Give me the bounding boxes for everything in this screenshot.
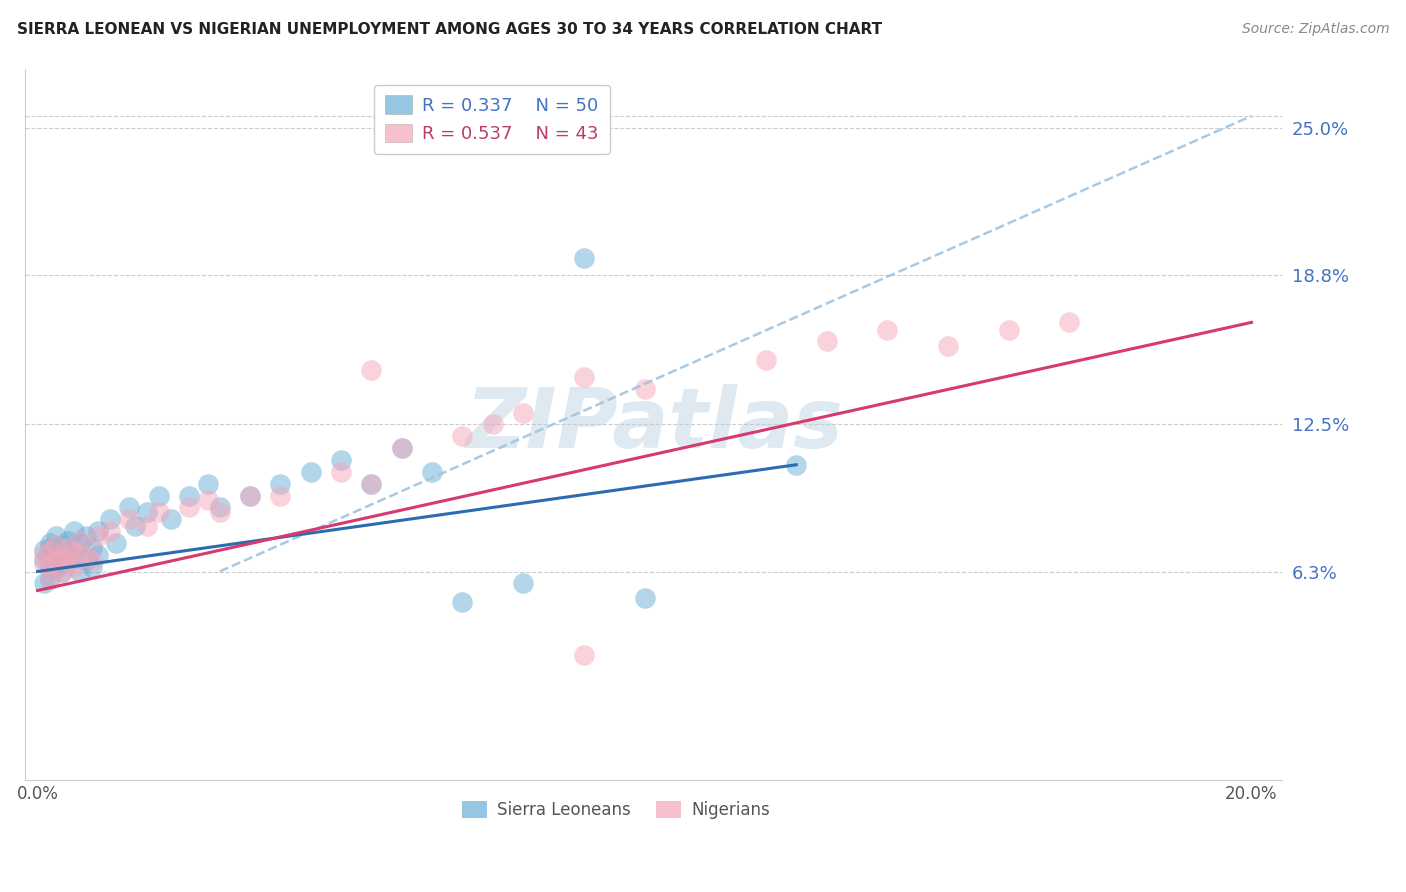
Point [32, 558, 55, 572]
Point [360, 476, 382, 491]
Point [45, 548, 67, 562]
Point [32, 552, 55, 566]
Point [117, 500, 139, 515]
Point [269, 476, 291, 491]
Point [69, 536, 91, 550]
Point [160, 512, 183, 526]
Point [82, 541, 104, 555]
Point [56, 541, 79, 555]
Point [117, 512, 139, 526]
Point [512, 405, 534, 419]
Point [360, 476, 382, 491]
Point [197, 476, 219, 491]
Point [391, 441, 413, 455]
Point [633, 591, 655, 605]
Point [572, 370, 595, 384]
Point [815, 334, 838, 349]
Point [936, 339, 959, 353]
Point [51, 565, 73, 579]
Point [82, 552, 104, 566]
Point [391, 441, 413, 455]
Point [63, 545, 86, 559]
Point [51, 538, 73, 552]
Point [69, 565, 91, 579]
Point [105, 536, 128, 550]
Point [63, 559, 86, 574]
Point [330, 453, 353, 467]
Point [330, 465, 353, 479]
Point [56, 543, 79, 558]
Text: Source: ZipAtlas.com: Source: ZipAtlas.com [1241, 22, 1389, 37]
Point [38, 536, 60, 550]
Point [87, 548, 110, 562]
Point [360, 363, 382, 377]
Point [100, 512, 122, 526]
Point [633, 382, 655, 396]
Point [38, 559, 60, 574]
Point [45, 558, 67, 572]
Point [572, 648, 595, 662]
Point [135, 505, 157, 519]
Point [38, 550, 60, 565]
Point [451, 595, 474, 609]
Point [785, 458, 807, 472]
Point [299, 465, 322, 479]
Point [451, 429, 474, 443]
Point [997, 322, 1019, 336]
Point [179, 489, 201, 503]
Point [51, 552, 73, 566]
Legend: Sierra Leoneans, Nigerians: Sierra Leoneans, Nigerians [456, 794, 776, 825]
Point [87, 529, 110, 543]
Point [135, 519, 157, 533]
Point [420, 465, 443, 479]
Point [572, 133, 595, 147]
Text: ZIPatlas: ZIPatlas [465, 384, 842, 465]
Point [56, 555, 79, 569]
Point [512, 576, 534, 591]
Point [69, 533, 91, 548]
Point [75, 552, 97, 566]
Point [876, 322, 898, 336]
Point [82, 559, 104, 574]
Point [179, 500, 201, 515]
Point [63, 548, 86, 562]
Point [45, 538, 67, 552]
Text: SIERRA LEONEAN VS NIGERIAN UNEMPLOYMENT AMONG AGES 30 TO 34 YEARS CORRELATION CH: SIERRA LEONEAN VS NIGERIAN UNEMPLOYMENT … [17, 22, 882, 37]
Point [148, 489, 170, 503]
Point [38, 541, 60, 555]
Point [63, 524, 86, 538]
Point [38, 572, 60, 586]
Point [87, 524, 110, 538]
Point [239, 489, 262, 503]
Point [208, 505, 231, 519]
Point [1059, 315, 1081, 329]
Point [56, 533, 79, 548]
Point [100, 524, 122, 538]
Point [208, 500, 231, 515]
Point [38, 572, 60, 586]
Point [481, 417, 503, 432]
Point [51, 550, 73, 565]
Point [32, 548, 55, 562]
Point [148, 505, 170, 519]
Point [56, 555, 79, 569]
Point [51, 565, 73, 579]
Point [32, 543, 55, 558]
Point [38, 559, 60, 574]
Point [269, 489, 291, 503]
Point [45, 552, 67, 566]
Point [32, 576, 55, 591]
Point [38, 543, 60, 558]
Point [572, 252, 595, 266]
Point [75, 548, 97, 562]
Point [45, 562, 67, 576]
Point [75, 529, 97, 543]
Point [755, 353, 778, 368]
Point [197, 493, 219, 508]
Point [124, 519, 146, 533]
Point [239, 489, 262, 503]
Point [45, 529, 67, 543]
